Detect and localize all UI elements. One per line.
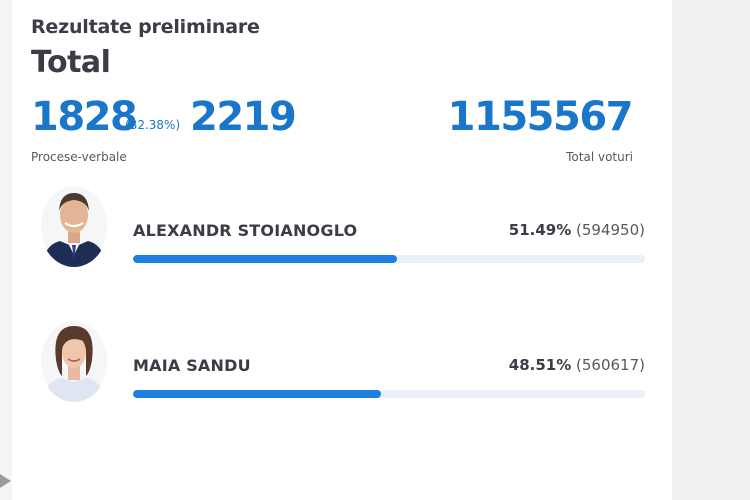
candidate-result: 51.49% (594950) [509, 221, 645, 239]
candidate-result: 48.51% (560617) [509, 356, 645, 374]
processed-percent: (82.38%) [125, 118, 181, 132]
page-title: Total [31, 45, 111, 80]
results-card [12, 0, 672, 500]
scroll-arrow-icon[interactable] [0, 474, 11, 488]
vote-bar-fill [133, 390, 382, 398]
candidate-votes: (594950) [576, 221, 645, 239]
page-subtitle: Rezultate preliminare [31, 16, 260, 38]
total-votes-count: 1155567 [447, 94, 634, 140]
woman-portrait-icon [41, 321, 107, 402]
left-edge [0, 0, 12, 500]
vote-bar-track [133, 255, 645, 263]
candidate-row-stoianoglo: ALEXANDR STOIANOGLO 51.49% (594950) [0, 185, 672, 285]
candidate-name: MAIA SANDU [133, 356, 251, 375]
vote-bar-fill [133, 255, 397, 263]
candidate-percent: 48.51% [508, 356, 572, 374]
candidate-percent: 51.49% [508, 221, 572, 239]
vote-bar-track [133, 390, 645, 398]
candidate-row-sandu: MAIA SANDU 48.51% (560617) [0, 320, 672, 420]
reports-label: Procese-verbale [31, 150, 127, 164]
man-portrait-icon [41, 186, 107, 267]
candidate-votes: (560617) [576, 356, 645, 374]
processed-count: 1828 [31, 94, 138, 140]
votes-label: Total voturi [566, 150, 633, 164]
candidate-avatar [40, 320, 108, 402]
candidate-avatar [40, 185, 108, 267]
candidate-name: ALEXANDR STOIANOGLO [133, 221, 358, 240]
total-reports-count: 2219 [190, 94, 297, 140]
